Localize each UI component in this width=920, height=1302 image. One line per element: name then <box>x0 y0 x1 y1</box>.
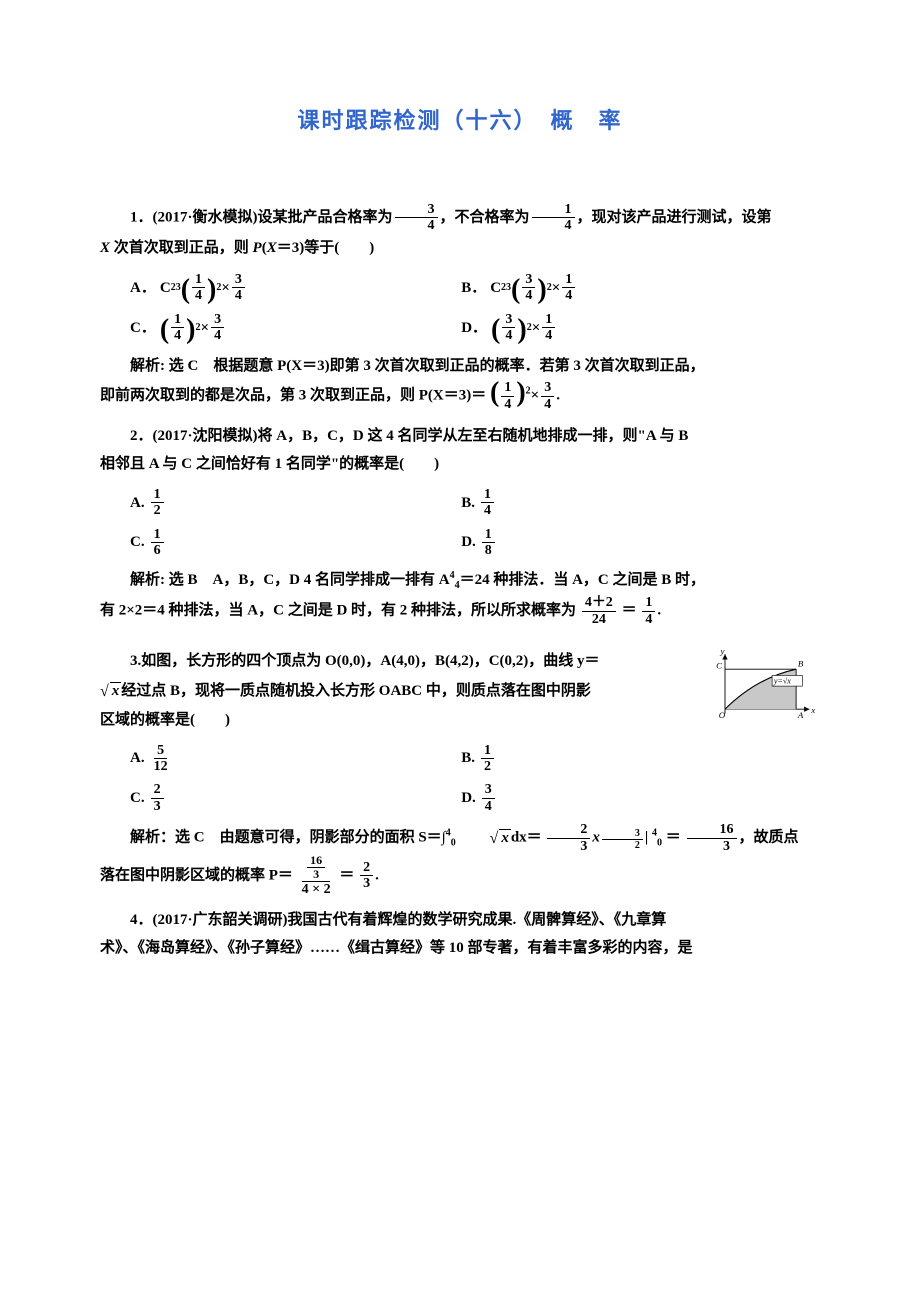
q2-choice-a: A.12 <box>130 487 461 519</box>
q4-l1: 4．(2017·广东韶关调研)我国古代有着辉煌的数学研究成果.《周髀算经》、《九… <box>100 906 820 935</box>
q3-figure: O A B C x y y=√x <box>710 647 820 727</box>
q1-choice-d: D． (34)2×14 <box>461 312 792 344</box>
q3-choice-b: B.12 <box>461 743 792 775</box>
q1-stem-l2: X 次首次取到正品，则 P(X＝3)等于( ) <box>100 234 820 263</box>
q2-choice-d: D.18 <box>461 527 792 559</box>
fig-C: C <box>716 661 722 671</box>
q1-f14d: 4 <box>532 218 575 233</box>
fig-B: B <box>798 659 804 669</box>
q3-choice-d: D.34 <box>461 782 792 814</box>
q2-stem-l1: 2．(2017·沈阳模拟)将 A，B，C，D 这 4 名同学从左至右随机地排成一… <box>100 422 820 451</box>
q1-f34n: 3 <box>395 202 438 218</box>
q1-choice-c: C． (14)2×34 <box>130 312 461 344</box>
q1-f34d: 4 <box>395 218 438 233</box>
q3-answer-l1: 解析：选 C 由题意可得，阴影部分的面积 S＝∫40 √xdx＝ 23x32| … <box>100 822 820 854</box>
fig-y: y <box>720 647 725 656</box>
q4-l2: 术》、《海岛算经》、《孙子算经》……《缉古算经》等 10 部专著，有着丰富多彩的… <box>100 934 820 963</box>
q2-choice-b: B.14 <box>461 487 792 519</box>
q3-answer-l2: 落在图中阴影区域的概率 P＝ 163 4 × 2 ＝ 23. <box>100 854 820 898</box>
q2-answer-l2: 有 2×2＝4 种排法，当 A，C 之间是 D 时，有 2 种排法，所以所求概率… <box>100 595 820 627</box>
fig-x: x <box>810 705 815 715</box>
q3-choice-a: A.512 <box>130 743 461 775</box>
q1-f14n: 1 <box>532 202 575 218</box>
fig-A: A <box>797 710 804 720</box>
q1-choice-a: A． C23 (14)2×34 <box>130 272 461 304</box>
q1-stem-a: 1．(2017·衡水模拟)设某批产品合格率为 <box>130 209 393 225</box>
q1-answer-l2: 即前两次取到的都是次品，第 3 次取到正品，则 P(X＝3)＝ (14)2×34… <box>100 380 820 412</box>
page-title: 课时跟踪检测（十六） 概 率 <box>100 100 820 142</box>
q2-stem-l2: 相邻且 A 与 C 之间恰好有 1 名同学"的概率是( ) <box>100 450 820 479</box>
q2-choice-c: C.16 <box>130 527 461 559</box>
q1-answer-l1: 解析: 选 C 根据题意 P(X＝3)即第 3 次首次取到正品的概率．若第 3 … <box>100 352 820 381</box>
fig-curve: y=√x <box>773 677 791 686</box>
q1-stem-b: ，不合格率为 <box>440 209 530 225</box>
fig-O: O <box>719 710 726 720</box>
q1-stem-c: ，现对该产品进行测试，设第 <box>577 209 772 225</box>
q1-choice-b: B． C23 (34)2×14 <box>461 272 792 304</box>
q2-answer-l1: 解析: 选 B A，B，C，D 4 名同学排成一排有 A44＝24 种排法．当 … <box>100 566 820 595</box>
q1-x: X <box>100 240 110 256</box>
q1-stem: 1．(2017·衡水模拟)设某批产品合格率为34，不合格率为14，现对该产品进行… <box>100 202 820 234</box>
q3-choice-c: C.23 <box>130 782 461 814</box>
